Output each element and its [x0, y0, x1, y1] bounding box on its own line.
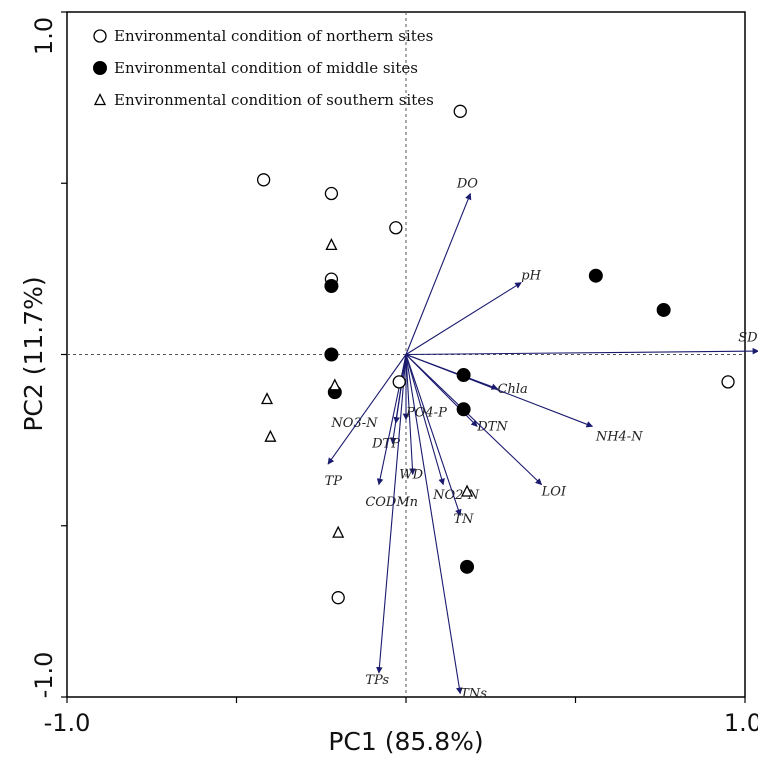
southern-site-point	[332, 525, 345, 538]
vector-tns	[405, 354, 463, 695]
vector-label-tns: TNs	[460, 687, 487, 702]
southern-site-point	[325, 237, 338, 251]
vector-label-no3-n: NO3-N	[330, 416, 378, 431]
vector-dtp	[390, 354, 407, 445]
legend-label: Environmental condition of southern site…	[114, 91, 434, 109]
northern-site-point	[721, 375, 735, 389]
vector-label-tps: TPs	[365, 673, 389, 688]
x-tick-label-min: -1.0	[44, 709, 91, 737]
vector-label-no2-n: NO2-N	[432, 488, 480, 503]
middle-site-point	[456, 402, 471, 417]
vector-label-tp: TP	[325, 474, 343, 489]
legend-symbol-open-triangle	[93, 93, 107, 106]
northern-site-point	[453, 104, 467, 118]
site-points	[256, 104, 735, 605]
x-axis-title: PC1 (85.8%)	[328, 727, 483, 756]
middle-site-point	[456, 368, 471, 383]
vector-tps	[376, 354, 407, 674]
vector-ph	[405, 282, 522, 355]
vector-label-sd: SD	[738, 330, 758, 345]
northern-site-point	[392, 375, 406, 389]
northern-site-point	[324, 186, 339, 201]
vector-loi	[405, 354, 543, 486]
vector-no2-n	[405, 354, 445, 486]
middle-site-point	[588, 268, 603, 283]
vector-label-nh4-n: NH4-N	[595, 430, 643, 445]
northern-site-point	[256, 173, 271, 187]
middle-site-point	[324, 279, 339, 293]
vector-label-dtp: DTP	[371, 437, 400, 452]
vector-tn	[405, 354, 462, 517]
vector-label-ph: pH	[521, 269, 541, 284]
southern-site-point	[260, 392, 274, 405]
vector-label-do: DO	[456, 176, 478, 191]
vector-label-codmn: CODMn	[365, 495, 418, 510]
legend-symbol-open-circle	[93, 29, 107, 43]
legend-label: Environmental condition of middle sites	[114, 59, 418, 77]
vector-nh4-n	[405, 353, 594, 428]
northern-site-point	[331, 591, 345, 605]
vector-label-po4-p: PO4-P	[405, 406, 447, 421]
middle-site-point	[656, 302, 671, 317]
vector-sd	[405, 347, 758, 356]
southern-site-point	[328, 378, 341, 391]
southern-site-point	[264, 429, 277, 442]
x-tick-label-max: 1.0	[724, 709, 758, 737]
vector-do	[405, 192, 472, 355]
vector-label-chla: Chla	[498, 382, 528, 397]
variable-vectors: DO pH SD Chla NH4-N DTN LOI NO2-N TN WD PO4-P NO3-N…	[325, 176, 758, 702]
axis-ticks	[61, 11, 746, 703]
vector-label-wd: WD	[399, 467, 423, 482]
southern-site-point	[460, 484, 474, 497]
middle-site-point	[324, 347, 339, 362]
legend: Environmental condition of northern site…	[93, 27, 434, 109]
vector-label-dtn: DTN	[476, 419, 508, 434]
northern-site-point	[389, 221, 403, 235]
middle-site-point	[460, 559, 475, 574]
tick-labels: -1.0 1.0 -1.0 1.0	[30, 17, 758, 737]
y-tick-label-max: 1.0	[30, 17, 58, 55]
vector-tp	[327, 354, 407, 465]
y-axis-title: PC2 (11.7%)	[19, 276, 48, 431]
y-tick-label-min: -1.0	[30, 652, 58, 699]
vector-label-loi: LOI	[541, 485, 567, 500]
legend-label: Environmental condition of northern site…	[114, 27, 433, 45]
vector-label-tn: TN	[453, 512, 474, 527]
vector-wd	[405, 354, 416, 476]
legend-symbol-filled-circle	[93, 61, 107, 75]
